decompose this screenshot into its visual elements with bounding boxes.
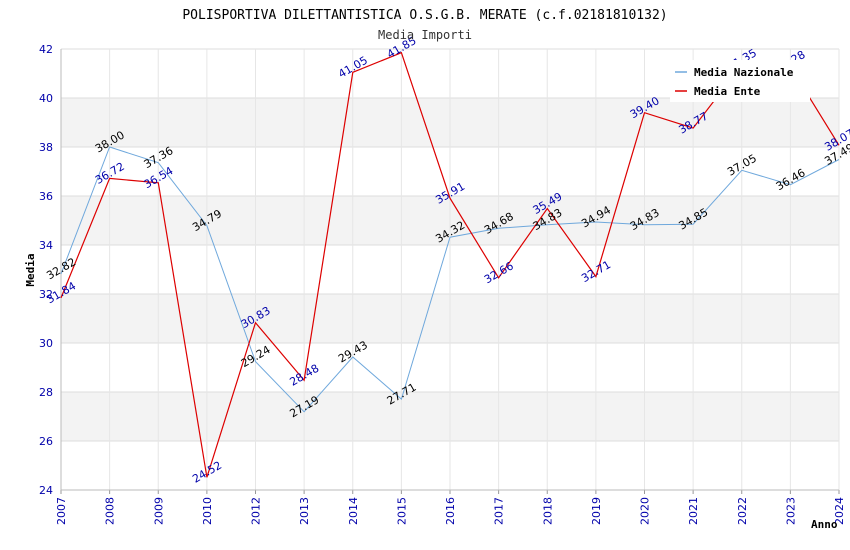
y-tick-label: 28 bbox=[39, 386, 53, 399]
axes bbox=[60, 49, 840, 494]
series-line-nazionale bbox=[60, 146, 840, 413]
y-tick-label: 26 bbox=[39, 435, 53, 448]
y-tick-label: 42 bbox=[39, 43, 53, 56]
x-axis-label: Anno bbox=[811, 518, 838, 531]
x-tick-label: 2012 bbox=[250, 497, 263, 525]
series-line-ente bbox=[60, 51, 840, 478]
x-tick-label: 2016 bbox=[444, 497, 457, 525]
y-tick-labels: 24 26 28 30 32 34 36 38 40 42 bbox=[39, 43, 53, 497]
legend: Media Nazionale Media Ente bbox=[670, 60, 810, 102]
x-tick-label: 2007 bbox=[55, 497, 68, 525]
legend-entry: Media Ente bbox=[694, 85, 761, 98]
legend-box bbox=[670, 60, 810, 102]
y-tick-label: 40 bbox=[39, 92, 53, 105]
x-tick-label: 2014 bbox=[347, 497, 360, 525]
x-tick-label: 2018 bbox=[541, 497, 554, 525]
y-tick-label: 38 bbox=[39, 141, 53, 154]
x-tick-labels: 2007 2008 2009 2010 2012 2013 2014 2015 2016 2017… bbox=[55, 497, 846, 525]
x-tick-label: 2017 bbox=[493, 497, 506, 525]
chart-title: POLISPORTIVA DILETTANTISTICA O.S.G.B. ME… bbox=[182, 8, 667, 23]
x-tick-label: 2008 bbox=[104, 497, 117, 525]
x-tick-label: 2020 bbox=[639, 497, 652, 525]
x-tick-label: 2010 bbox=[201, 497, 214, 525]
x-tick-label: 2013 bbox=[298, 497, 311, 525]
x-tick-label: 2019 bbox=[590, 497, 603, 525]
y-tick-label: 36 bbox=[39, 190, 53, 203]
x-tick-label: 2022 bbox=[736, 497, 749, 525]
x-tick-label: 2009 bbox=[152, 497, 165, 525]
x-tick-label: 2024 bbox=[833, 497, 846, 525]
y-tick-label: 34 bbox=[39, 239, 53, 252]
y-tick-label: 24 bbox=[39, 484, 53, 497]
y-tick-label: 30 bbox=[39, 337, 53, 350]
x-tick-label: 2021 bbox=[687, 497, 700, 525]
x-tick-label: 2015 bbox=[395, 497, 408, 525]
series-lines bbox=[60, 51, 840, 478]
legend-entry: Media Nazionale bbox=[694, 66, 794, 79]
chart-subtitle: Media Importi bbox=[378, 28, 472, 42]
x-tick-label: 2023 bbox=[784, 497, 797, 525]
y-axis-label: Media bbox=[24, 253, 37, 286]
y-tick-label: 32 bbox=[39, 288, 53, 301]
